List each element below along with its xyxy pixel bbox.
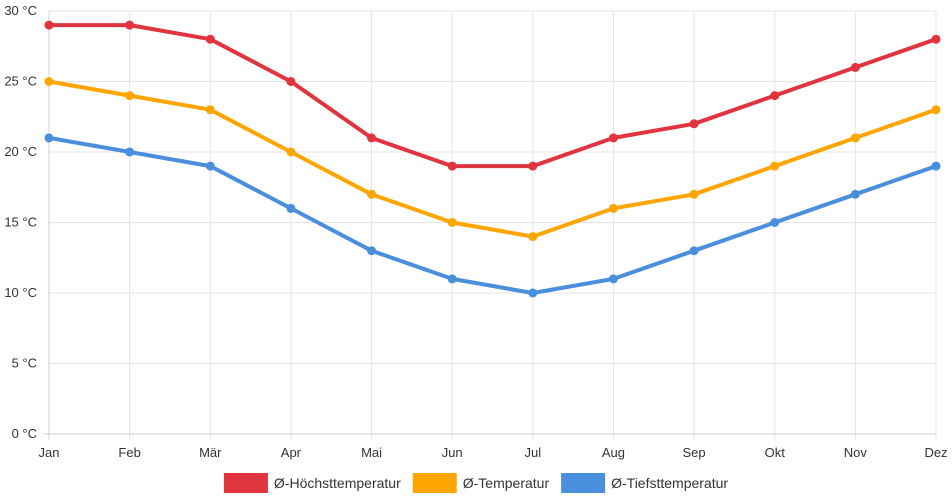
legend-label: Ø-Temperatur bbox=[463, 475, 550, 491]
data-point[interactable] bbox=[125, 147, 135, 157]
data-point[interactable] bbox=[528, 232, 538, 242]
data-point[interactable] bbox=[286, 77, 296, 86]
axes bbox=[43, 11, 936, 440]
data-point[interactable] bbox=[44, 20, 54, 30]
data-point[interactable] bbox=[528, 161, 538, 171]
x-tick-label: Mär bbox=[199, 445, 222, 460]
data-point[interactable] bbox=[44, 77, 54, 86]
data-point[interactable] bbox=[850, 62, 860, 72]
legend[interactable]: Ø-Höchsttemperatur Ø-Temperatur Ø-Tiefstte… bbox=[223, 473, 728, 493]
x-tick-label: Feb bbox=[118, 445, 140, 460]
data-point[interactable] bbox=[205, 161, 215, 171]
series-2 bbox=[44, 77, 941, 242]
data-point[interactable] bbox=[447, 218, 457, 227]
data-point[interactable] bbox=[689, 246, 699, 256]
legend-item-1[interactable]: Ø-Höchsttemperatur bbox=[223, 473, 401, 493]
y-tick-label: 15 °C bbox=[4, 215, 37, 230]
legend-swatch bbox=[561, 473, 606, 493]
grid-lines bbox=[48, 10, 937, 440]
data-point[interactable] bbox=[608, 203, 618, 213]
data-point[interactable] bbox=[44, 133, 54, 143]
y-tick-label: 0 °C bbox=[12, 426, 37, 441]
data-point[interactable] bbox=[528, 288, 538, 298]
x-tick-label: Dez bbox=[924, 445, 947, 460]
x-tick-label: Jul bbox=[525, 445, 542, 460]
series-line bbox=[47, 135, 938, 295]
x-tick-label: Jan bbox=[39, 445, 60, 460]
x-tick-label: Jun bbox=[442, 445, 463, 460]
data-point[interactable] bbox=[608, 133, 618, 143]
data-point[interactable] bbox=[689, 119, 699, 129]
y-tick-label: 25 °C bbox=[4, 74, 37, 89]
data-point[interactable] bbox=[367, 133, 377, 143]
y-tick-label: 30 °C bbox=[4, 3, 37, 18]
y-axis-tick-labels: 0 °C 5 °C 10 °C 15 °C 20 °C 25 °C 30 °C bbox=[4, 3, 37, 441]
legend-label: Ø-Höchsttemperatur bbox=[274, 475, 401, 491]
series-line bbox=[47, 23, 938, 169]
y-tick-label: 5 °C bbox=[12, 356, 37, 371]
data-point[interactable] bbox=[770, 218, 780, 227]
data-point[interactable] bbox=[608, 274, 618, 284]
x-tick-label: Nov bbox=[844, 445, 868, 460]
data-point[interactable] bbox=[205, 105, 215, 115]
data-point[interactable] bbox=[931, 105, 941, 115]
data-series bbox=[44, 20, 941, 298]
x-tick-label: Okt bbox=[765, 445, 786, 460]
y-tick-label: 20 °C bbox=[4, 144, 37, 159]
x-axis-tick-labels: Jan Feb Mär Apr Mai Jun Jul Aug Sep Okt Nov Dez bbox=[39, 445, 948, 460]
legend-item-3[interactable]: Ø-Tiefsttemperatur bbox=[561, 473, 728, 493]
x-tick-label: Mai bbox=[361, 445, 382, 460]
data-point[interactable] bbox=[931, 161, 941, 171]
data-point[interactable] bbox=[689, 189, 699, 199]
series-line bbox=[47, 79, 938, 239]
legend-swatch bbox=[223, 473, 268, 493]
data-point[interactable] bbox=[850, 133, 860, 143]
data-point[interactable] bbox=[205, 34, 215, 44]
y-tick-label: 10 °C bbox=[4, 285, 37, 300]
x-tick-label: Aug bbox=[602, 445, 625, 460]
data-point[interactable] bbox=[286, 203, 296, 213]
data-point[interactable] bbox=[367, 189, 377, 199]
data-point[interactable] bbox=[447, 274, 457, 284]
data-point[interactable] bbox=[367, 246, 377, 256]
data-point[interactable] bbox=[931, 34, 941, 44]
data-point[interactable] bbox=[770, 161, 780, 171]
legend-swatch bbox=[412, 473, 457, 493]
data-point[interactable] bbox=[125, 91, 135, 101]
data-point[interactable] bbox=[770, 91, 780, 101]
series-1 bbox=[44, 20, 941, 171]
legend-item-2[interactable]: Ø-Temperatur bbox=[412, 473, 550, 493]
data-point[interactable] bbox=[125, 20, 135, 30]
x-tick-label: Apr bbox=[281, 445, 302, 460]
x-tick-label: Sep bbox=[683, 445, 706, 460]
data-point[interactable] bbox=[447, 161, 457, 171]
data-point[interactable] bbox=[850, 189, 860, 199]
series-3 bbox=[44, 133, 941, 298]
legend-label: Ø-Tiefsttemperatur bbox=[611, 475, 728, 491]
data-point[interactable] bbox=[286, 147, 296, 157]
